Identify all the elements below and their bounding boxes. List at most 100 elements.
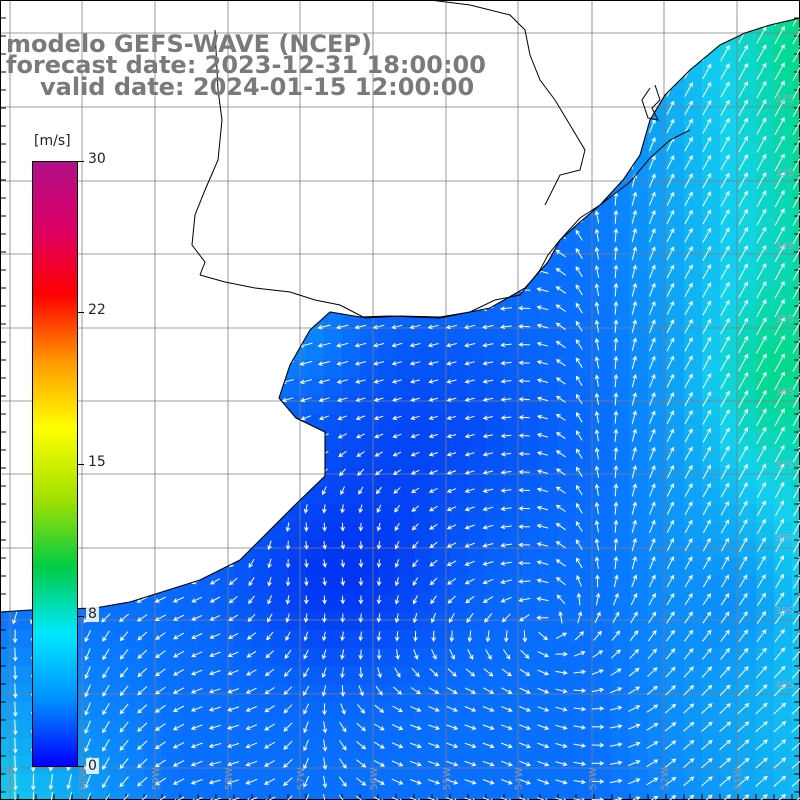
wind-cell [468, 378, 487, 397]
wind-cell [378, 774, 397, 793]
wind-cell [414, 414, 433, 433]
wind-arrow [303, 577, 309, 587]
wind-arrow [573, 761, 587, 767]
wind-cell [162, 594, 181, 613]
wind-cell [558, 738, 577, 757]
latitude-label: 35S [775, 314, 794, 325]
wind-arrow [756, 317, 767, 336]
wind-arrow [595, 574, 600, 588]
wind-arrow [720, 409, 730, 426]
wind-arrow [303, 685, 310, 697]
wind-arrow [555, 322, 566, 331]
wind-arrow [482, 524, 494, 530]
wind-cell [126, 720, 145, 739]
wind-cell [0, 720, 19, 739]
wind-arrow [482, 506, 494, 512]
wind-cell [774, 522, 793, 541]
wind-arrow [629, 630, 639, 642]
wind-arrow [649, 319, 656, 334]
wind-arrow [573, 706, 587, 712]
wind-cell [198, 756, 217, 775]
wind-cell [648, 504, 667, 523]
wind-cell [540, 414, 559, 433]
colorbar [32, 161, 78, 767]
wind-cell [504, 720, 523, 739]
wind-cell [252, 666, 271, 685]
wind-arrow [102, 648, 110, 661]
wind-arrow [613, 209, 619, 224]
longitude-labels: 61W 60W 59W 58W 57W 56W 55W 54W 53W 52W 51W [6, 767, 744, 790]
wind-arrow [410, 415, 420, 421]
wind-arrow [648, 611, 657, 624]
wind-cell [630, 558, 649, 577]
wind-cell [396, 648, 415, 667]
wind-arrow [190, 742, 203, 749]
wind-cell [522, 684, 541, 703]
wind-arrow [155, 650, 166, 659]
wind-cell [0, 630, 19, 649]
wind-arrow [593, 630, 602, 641]
wind-arrow [575, 557, 583, 569]
wind-arrow [119, 649, 129, 660]
wind-arrow [500, 469, 512, 475]
wind-arrow [391, 342, 403, 348]
wind-arrow [774, 226, 785, 244]
wind-cell [540, 612, 559, 631]
wind-arrow [464, 760, 477, 767]
wind-arrow [84, 738, 91, 753]
wind-arrow [376, 541, 382, 550]
wind-cell [720, 774, 739, 793]
wind-cell [360, 504, 379, 523]
wind-arrow [720, 354, 730, 371]
wind-cell [396, 612, 415, 631]
wind-arrow [739, 555, 748, 570]
wind-cell [684, 576, 703, 595]
wind-arrow [702, 501, 711, 516]
wind-cell [198, 666, 217, 685]
wind-cell [270, 684, 289, 703]
wind-cell [756, 648, 775, 667]
wind-arrow [573, 688, 587, 693]
wind-cell [702, 432, 721, 451]
wind-arrow [628, 667, 640, 677]
wind-arrow [720, 81, 730, 98]
wind-cell [270, 702, 289, 721]
wind-arrow [267, 613, 273, 623]
wind-cell [594, 306, 613, 325]
longitude-label: 56W [369, 767, 380, 790]
wind-arrow [518, 360, 530, 366]
wind-arrow [646, 685, 658, 695]
wind-arrow [648, 136, 656, 152]
wind-arrow [428, 433, 438, 439]
wind-cell [774, 468, 793, 487]
wind-arrow [446, 470, 457, 475]
wind-cell [0, 702, 19, 721]
wind-cell [792, 18, 800, 37]
wind-cell [684, 378, 703, 397]
wind-arrow [631, 209, 638, 224]
wind-cell [108, 684, 127, 703]
wind-arrow [322, 613, 327, 623]
wind-cell [342, 504, 361, 523]
land-area [0, 0, 800, 612]
wind-cell [450, 450, 469, 469]
wind-arrow [575, 357, 583, 368]
wind-arrow [172, 723, 185, 731]
wind-arrow [720, 117, 730, 135]
latitude-label: 38S [775, 533, 794, 544]
wind-arrow [664, 758, 677, 768]
wind-cell [684, 720, 703, 739]
wind-cell [648, 252, 667, 271]
wind-arrow [738, 154, 748, 171]
wind-arrow [119, 703, 129, 715]
wind-arrow [464, 742, 477, 749]
wind-cell [630, 198, 649, 217]
wind-arrow [338, 776, 347, 788]
wind-arrow [321, 667, 327, 679]
wind-arrow [701, 647, 712, 660]
wind-cell [702, 306, 721, 325]
wind-cell [450, 324, 469, 343]
wind-arrow [283, 686, 293, 696]
wind-arrow [576, 592, 582, 606]
wind-cell [738, 306, 757, 325]
